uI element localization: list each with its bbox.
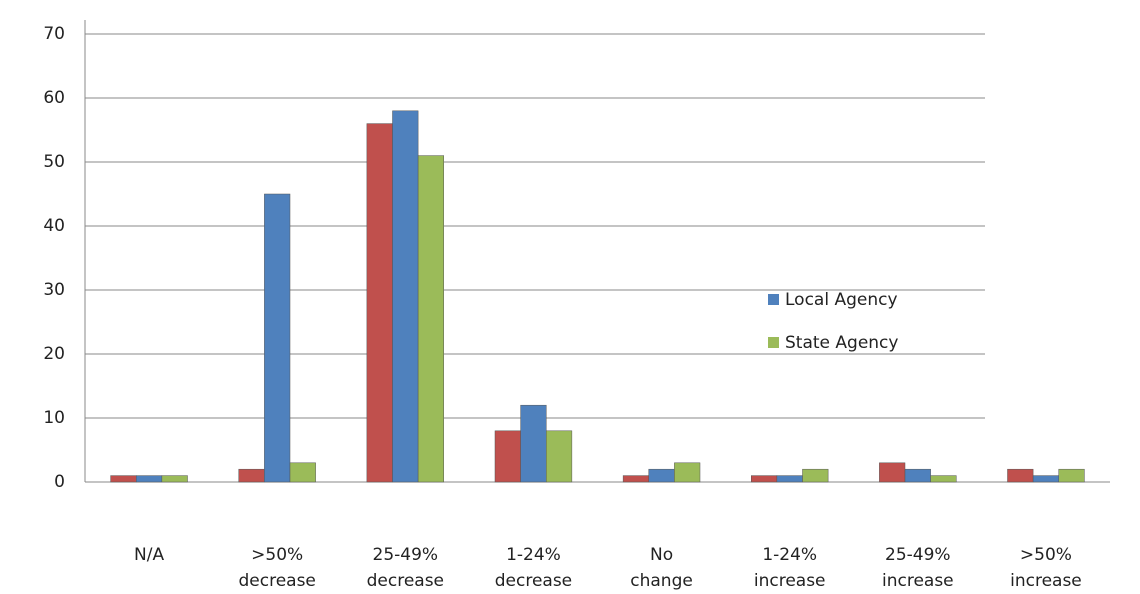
bar (367, 124, 393, 482)
y-tick-label: 30 (43, 280, 65, 300)
bar (777, 476, 803, 482)
bar (674, 463, 700, 482)
bar (521, 405, 547, 482)
bar (136, 476, 162, 482)
x-tick-label: 25-49%increase (882, 545, 954, 591)
bar (111, 476, 137, 482)
bar (264, 194, 290, 482)
y-tick-label: 60 (43, 88, 65, 108)
x-tick-label: 25-49%decrease (367, 545, 444, 591)
bar (751, 476, 777, 482)
legend-swatch (768, 337, 779, 348)
bar (418, 156, 444, 482)
legend-label: Local Agency (785, 290, 898, 310)
bar (393, 111, 419, 482)
bar (879, 463, 905, 482)
bar (495, 431, 521, 482)
legend-swatch (768, 294, 779, 305)
bar (1008, 469, 1034, 482)
x-tick-label: >50%increase (1010, 545, 1082, 591)
bar (162, 476, 188, 482)
page: 0 10 20 30 40 50 60 70 N/A >50%decrease 25-49%decr… (0, 0, 1140, 594)
bar (905, 469, 931, 482)
x-tick-label: >50%decrease (238, 545, 315, 591)
y-tick-label: 10 (43, 408, 65, 428)
bar (290, 463, 316, 482)
x-tick-label: 1-24%increase (754, 545, 826, 591)
x-tick-label: N/A (134, 545, 164, 565)
bar (1059, 469, 1085, 482)
bar (803, 469, 829, 482)
y-tick-label: 50 (43, 152, 65, 172)
bar (649, 469, 675, 482)
legend-label: State Agency (785, 333, 898, 353)
bar (931, 476, 957, 482)
bar (623, 476, 649, 482)
y-tick-label: 70 (43, 24, 65, 44)
y-tick-label: 0 (54, 472, 65, 492)
bar (239, 469, 265, 482)
bar (1033, 476, 1059, 482)
x-tick-label: 1-24%decrease (495, 545, 572, 591)
bar (546, 431, 572, 482)
y-tick-label: 20 (43, 344, 65, 364)
y-tick-label: 40 (43, 216, 65, 236)
chart: 0 10 20 30 40 50 60 70 N/A >50%decrease 25-49%decr… (0, 0, 1140, 594)
